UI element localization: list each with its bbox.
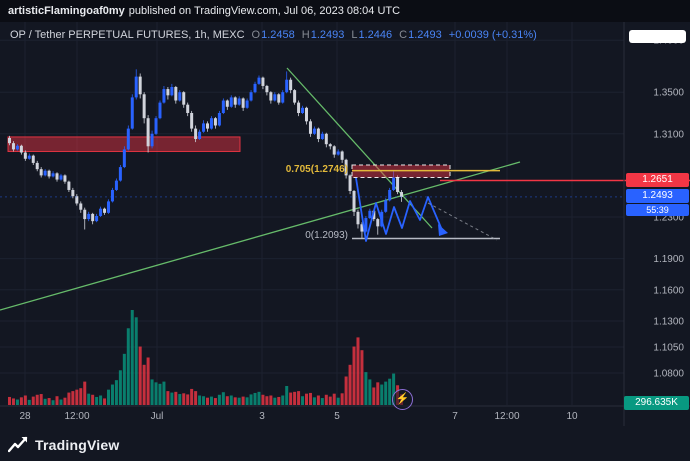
lightning-boost-icon[interactable]: ⚡ (392, 389, 413, 410)
fib-0-label: 0(1.2093) (305, 230, 348, 241)
change-value: +0.0039 (+0.31%) (448, 29, 537, 41)
tradingview-wordmark: TradingView (35, 437, 120, 453)
high-label: H (301, 29, 310, 41)
low-label: L (351, 29, 358, 41)
footer-logo[interactable]: TradingView (8, 433, 119, 457)
author-name: artisticFlamingoaf0my (8, 5, 125, 17)
svg-text:1.2300: 1.2300 (653, 213, 684, 224)
close-label: C (399, 29, 408, 41)
high-value: 1.2493 (310, 29, 345, 41)
svg-text:1.0800: 1.0800 (653, 369, 684, 380)
top-right-blank-box (629, 30, 686, 43)
open-label: O (251, 29, 261, 41)
close-value: 1.2493 (408, 29, 442, 41)
volume-badge: 296.635K (624, 396, 689, 410)
svg-text:12:00: 12:00 (64, 411, 89, 422)
last-price-badge: 1.2493 (626, 189, 689, 203)
svg-text:Jul: Jul (151, 411, 164, 422)
svg-text:1.1900: 1.1900 (653, 254, 684, 265)
publish-banner: artisticFlamingoaf0my published on Tradin… (0, 0, 690, 22)
svg-text:12:00: 12:00 (494, 411, 519, 422)
svg-text:28: 28 (19, 411, 31, 422)
svg-text:1.1600: 1.1600 (653, 285, 684, 296)
low-value: 1.2446 (358, 29, 393, 41)
fib-0705-label: 0.705(1.2746) (285, 164, 348, 175)
symbol-legend: OP / Tether PERPETUAL FUTURES, 1h, MEXC O… (10, 29, 537, 41)
svg-text:1.3100: 1.3100 (653, 129, 684, 140)
bar-countdown-badge: 55:39 (626, 204, 689, 216)
svg-text:3: 3 (259, 411, 265, 422)
svg-text:5: 5 (334, 411, 340, 422)
svg-text:1.3500: 1.3500 (653, 88, 684, 99)
tradingview-icon (8, 436, 28, 453)
symbol-title[interactable]: OP / Tether PERPETUAL FUTURES, 1h, MEXC (10, 29, 245, 41)
alert-price-badge: 1.2651 (626, 173, 689, 187)
svg-text:10: 10 (566, 411, 578, 422)
svg-text:1.1300: 1.1300 (653, 317, 684, 328)
svg-text:7: 7 (452, 411, 458, 422)
svg-text:1.1050: 1.1050 (653, 343, 684, 354)
open-value: 1.2458 (261, 29, 295, 41)
publish-text: published on TradingView.com, Jul 06, 20… (128, 5, 401, 17)
